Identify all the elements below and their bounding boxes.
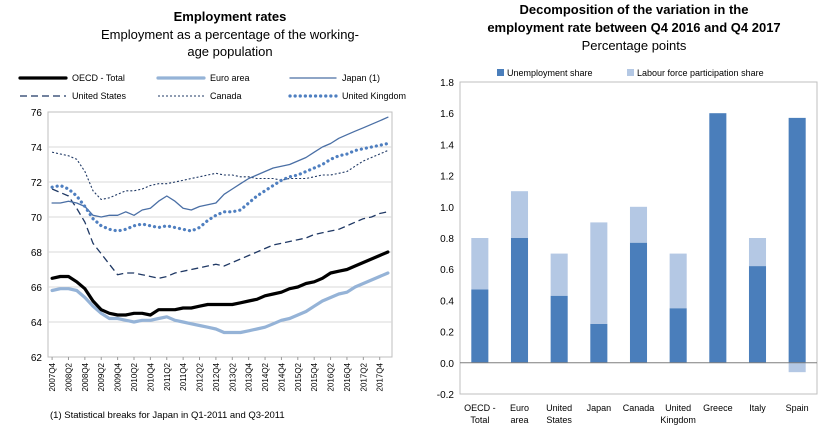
left-x-tick-label: 2012Q4 bbox=[212, 362, 221, 391]
category-label: Spain bbox=[786, 403, 809, 413]
bar-labour-force-participation-share bbox=[471, 238, 489, 290]
legend-label: Labour force participation share bbox=[637, 68, 764, 78]
bar-labour-force-participation-share bbox=[590, 222, 608, 324]
category-label: OECD - bbox=[464, 403, 496, 413]
left-x-tick-label: 2009Q2 bbox=[97, 362, 106, 391]
category-label: area bbox=[510, 415, 528, 425]
legend-label: Japan (1) bbox=[342, 73, 380, 83]
left-x-tick-label: 2010Q4 bbox=[146, 362, 155, 391]
category-label: Greece bbox=[703, 403, 733, 413]
bar-unemployment-share bbox=[471, 289, 489, 363]
left-x-tick-label: 2008Q4 bbox=[81, 362, 90, 391]
right-y-tick-label: 1.0 bbox=[440, 203, 454, 214]
bar-unemployment-share bbox=[669, 308, 687, 363]
right-y-tick-label: -0.2 bbox=[437, 390, 455, 401]
category-label: Euro bbox=[510, 403, 529, 413]
bar-labour-force-participation-share bbox=[788, 362, 806, 373]
category-label: States bbox=[546, 415, 572, 425]
right-chart-subtitle: Percentage points bbox=[582, 38, 687, 53]
bar-labour-force-participation-share bbox=[748, 238, 767, 267]
bar-labour-force-participation-share bbox=[669, 253, 687, 309]
left-y-tick-label: 76 bbox=[31, 108, 43, 119]
category-label: Italy bbox=[749, 403, 766, 413]
left-x-tick-label: 2011Q4 bbox=[179, 362, 188, 390]
series-line-euro-area bbox=[50, 271, 390, 335]
left-chart-plot: 62 64 66 68 70 72 74 76 2007Q4 2008Q2 2008Q4 2009Q2… bbox=[31, 108, 393, 391]
left-x-tick-label: 2014Q4 bbox=[277, 362, 286, 391]
right-chart-plot: -0.2 0.0 0.2 0.4 0.6 0.8 1.0 1.2 1.4 1.6 1.8 Unempl… bbox=[437, 68, 818, 425]
left-x-tick-label: 2015Q2 bbox=[294, 362, 303, 391]
right-y-tick-label: 1.8 bbox=[440, 78, 454, 89]
left-y-tick-label: 70 bbox=[31, 213, 43, 224]
left-x-tick-label: 2017Q4 bbox=[376, 362, 385, 391]
left-x-tick-label: 2013Q2 bbox=[228, 362, 237, 391]
left-y-tick-label: 62 bbox=[31, 353, 43, 364]
category-label: Total bbox=[470, 415, 489, 425]
series-line-united-kingdom bbox=[50, 141, 390, 233]
right-y-tick-label: 0.8 bbox=[440, 234, 454, 245]
left-y-tick-label: 68 bbox=[31, 248, 43, 259]
bar-unemployment-share bbox=[590, 323, 608, 363]
left-x-tick-label: 2017Q2 bbox=[359, 362, 368, 391]
category-label: United bbox=[546, 403, 572, 413]
legend-label: Canada bbox=[210, 91, 242, 101]
category-label: United bbox=[665, 403, 691, 413]
left-x-tick-label: 2012Q2 bbox=[196, 362, 205, 391]
series-line-canada bbox=[51, 149, 389, 201]
bar-unemployment-share bbox=[709, 113, 727, 363]
bar-unemployment-share bbox=[629, 242, 648, 363]
left-x-tick-label: 2016Q2 bbox=[327, 362, 336, 391]
legend-swatch bbox=[627, 69, 634, 76]
legend-label: OECD - Total bbox=[72, 73, 125, 83]
left-x-tick-label: 2016Q4 bbox=[343, 362, 352, 391]
bar-unemployment-share bbox=[788, 117, 806, 363]
category-label: Kingdom bbox=[660, 415, 696, 425]
left-x-tick-label: 2011Q2 bbox=[163, 362, 172, 390]
left-x-tick-label: 2007Q4 bbox=[48, 362, 57, 391]
bar-labour-force-participation-share bbox=[510, 191, 529, 238]
left-chart-legend: OECD - Total Euro area Japan (1) United Sta… bbox=[18, 73, 406, 101]
bar-unemployment-share bbox=[510, 238, 529, 363]
right-y-tick-label: 0.2 bbox=[440, 328, 454, 339]
left-x-tick-label: 2010Q2 bbox=[130, 362, 139, 391]
left-plot-area bbox=[47, 111, 393, 358]
right-y-tick-label: 1.6 bbox=[440, 109, 454, 120]
right-y-tick-label: 1.2 bbox=[440, 172, 454, 183]
bar-labour-force-participation-share bbox=[550, 253, 568, 296]
right-y-tick-label: 0.4 bbox=[440, 296, 454, 307]
left-x-tick-label: 2008Q2 bbox=[64, 362, 73, 391]
left-x-tick-label: 2014Q2 bbox=[261, 362, 270, 391]
legend-label: Unemployment share bbox=[507, 68, 593, 78]
legend-swatch bbox=[497, 69, 504, 76]
right-y-tick-label: 1.4 bbox=[440, 140, 454, 151]
series-line-oecd-total bbox=[50, 250, 390, 317]
right-chart-title-line2: employment rate between Q4 2016 and Q4 2… bbox=[487, 20, 780, 35]
right-y-tick-label: 0.0 bbox=[440, 359, 454, 370]
left-y-tick-label: 72 bbox=[31, 178, 43, 189]
series-line-japan-1 bbox=[51, 116, 389, 218]
right-y-tick-label: 0.6 bbox=[440, 265, 454, 276]
left-y-tick-label: 74 bbox=[31, 143, 43, 154]
category-label: Japan bbox=[587, 403, 612, 413]
left-chart-footnote: (1) Statistical breaks for Japan in Q1-2… bbox=[50, 410, 285, 421]
left-y-tick-label: 66 bbox=[31, 283, 43, 294]
left-x-tick-label: 2015Q4 bbox=[310, 362, 319, 391]
legend-label: United States bbox=[72, 91, 127, 101]
left-x-tick-label: 2009Q4 bbox=[114, 362, 123, 391]
category-label: Canada bbox=[623, 403, 655, 413]
bar-unemployment-share bbox=[550, 295, 568, 363]
series-line-united-states bbox=[51, 188, 389, 279]
left-chart-subtitle-line1: Employment as a percentage of the workin… bbox=[101, 27, 359, 42]
left-chart-title: Employment rates bbox=[174, 9, 287, 24]
left-y-tick-label: 64 bbox=[31, 318, 43, 329]
legend-label: United Kingdom bbox=[342, 91, 406, 101]
left-x-tick-label: 2013Q4 bbox=[245, 362, 254, 391]
left-chart-subtitle-line2: age population bbox=[187, 44, 272, 59]
bar-unemployment-share bbox=[748, 266, 767, 363]
bar-labour-force-participation-share bbox=[629, 206, 648, 243]
legend-label: Euro area bbox=[210, 73, 250, 83]
right-chart-title-line1: Decomposition of the variation in the bbox=[520, 2, 749, 17]
